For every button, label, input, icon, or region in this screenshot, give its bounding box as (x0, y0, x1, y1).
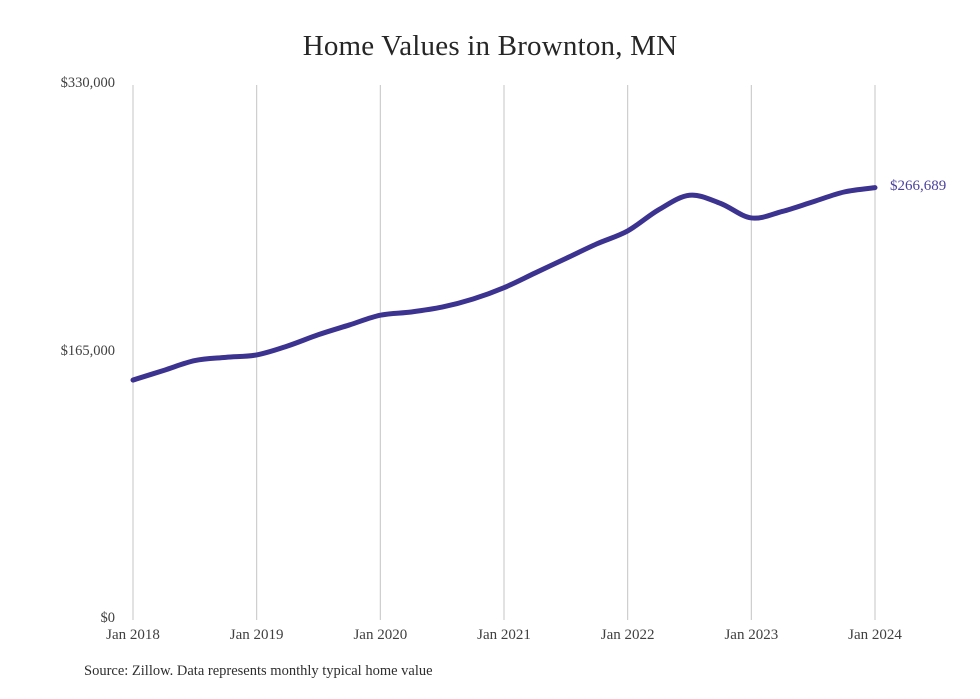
gridlines-group (132, 85, 876, 620)
x-tick-label: Jan 2018 (106, 627, 160, 643)
x-tick-label: Jan 2023 (724, 627, 779, 643)
x-tick-label: Jan 2021 (477, 627, 531, 643)
end-value-label: $266,689 (890, 177, 947, 194)
y-tick-label: $165,000 (60, 342, 115, 359)
y-tick-label: $330,000 (60, 75, 115, 91)
x-tick-label: Jan 2020 (353, 627, 408, 643)
x-tick-label: Jan 2022 (600, 627, 655, 643)
x-tick-label: Jan 2019 (229, 627, 284, 643)
x-tick-label: Jan 2024 (848, 627, 902, 643)
y-tick-label: $0 (100, 610, 116, 626)
source-note: Source: Zillow. Data represents monthly … (84, 663, 433, 679)
chart-title: Home Values in Brownton, MN (302, 30, 678, 62)
series-line-typical-home-value (130, 185, 878, 383)
